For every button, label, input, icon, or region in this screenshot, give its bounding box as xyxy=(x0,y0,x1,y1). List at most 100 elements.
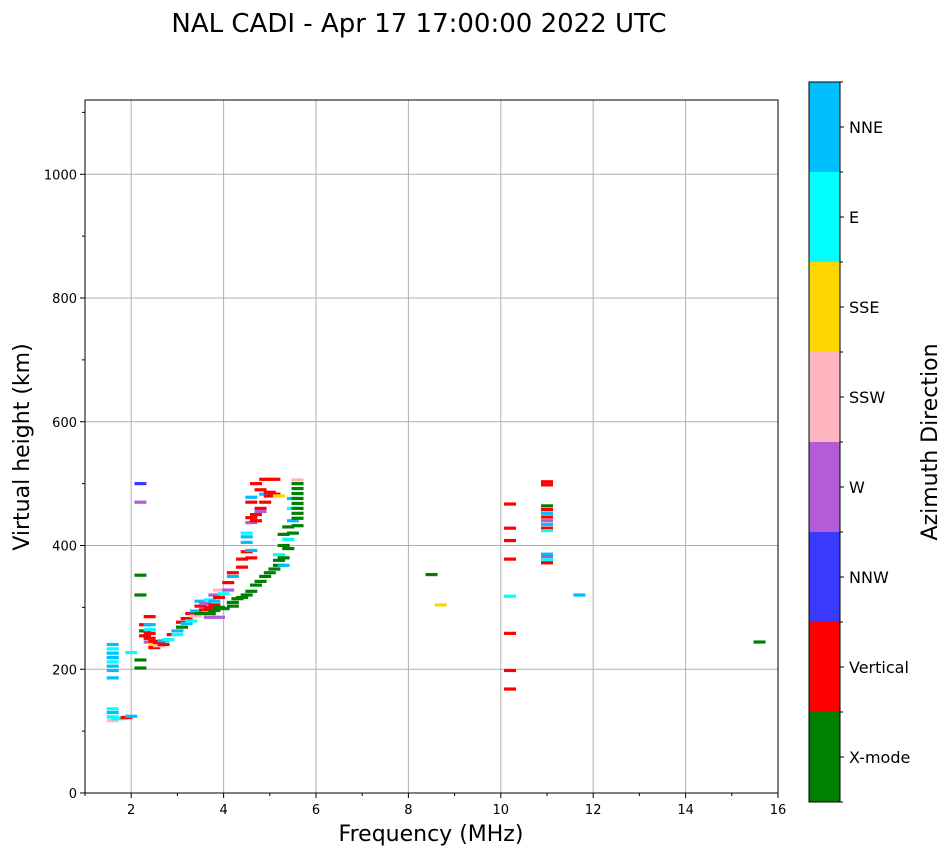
data-point xyxy=(282,537,295,541)
data-point xyxy=(203,605,216,609)
data-point xyxy=(245,548,258,553)
data-point xyxy=(540,519,554,523)
y-tick-label: 200 xyxy=(52,663,77,678)
colorbar-tick-label: SSW xyxy=(849,388,885,407)
colorbar-tick-label: E xyxy=(849,208,859,227)
data-point xyxy=(240,535,253,539)
y-tick-label: 400 xyxy=(52,540,77,555)
data-point xyxy=(254,488,267,492)
colorbar-tick-label: X-mode xyxy=(849,748,910,767)
data-point xyxy=(203,615,216,619)
data-point xyxy=(277,556,290,560)
data-point xyxy=(143,631,156,635)
x-tick-label: 10 xyxy=(493,803,510,818)
data-point xyxy=(171,633,184,637)
colorbar-tick-label: W xyxy=(849,478,865,497)
data-point xyxy=(504,557,517,561)
data-point xyxy=(106,715,119,719)
data-point xyxy=(208,603,221,607)
data-point xyxy=(259,477,272,481)
data-point xyxy=(249,519,262,523)
data-point xyxy=(540,558,554,562)
data-point xyxy=(540,552,554,556)
data-point xyxy=(540,483,554,487)
x-tick-label: 16 xyxy=(770,803,787,818)
colorbar-segment xyxy=(809,82,840,172)
data-point xyxy=(540,555,554,559)
y-tick-label: 0 xyxy=(69,787,77,802)
data-point xyxy=(208,599,221,603)
data-point xyxy=(222,588,235,592)
data-point xyxy=(236,557,249,561)
x-tick-label: 12 xyxy=(585,803,602,818)
data-point xyxy=(217,607,230,611)
colorbar-segment xyxy=(809,352,840,442)
data-point xyxy=(434,603,447,607)
data-point xyxy=(236,565,249,569)
data-point xyxy=(291,496,304,501)
data-point xyxy=(199,602,212,606)
colorbar-segment xyxy=(809,172,840,262)
data-point xyxy=(226,600,239,605)
data-point xyxy=(425,572,438,577)
data-point xyxy=(540,561,554,565)
data-point xyxy=(259,492,272,496)
data-point xyxy=(240,540,253,545)
data-point xyxy=(245,495,258,499)
data-point xyxy=(217,592,230,596)
data-point xyxy=(222,581,235,585)
data-point xyxy=(273,494,286,498)
data-point xyxy=(134,573,147,577)
data-point xyxy=(125,650,138,655)
data-point xyxy=(189,609,202,613)
data-point xyxy=(245,500,258,504)
data-point xyxy=(268,477,281,481)
data-point xyxy=(212,588,225,592)
colorbar-tick-label: Vertical xyxy=(849,658,909,677)
data-point xyxy=(249,512,262,517)
data-point xyxy=(286,519,299,523)
data-point xyxy=(277,563,290,567)
data-point xyxy=(291,482,304,486)
data-point xyxy=(134,666,147,670)
data-point xyxy=(162,637,175,642)
data-point xyxy=(240,593,253,597)
data-point xyxy=(134,593,147,597)
data-point xyxy=(245,521,258,525)
data-point xyxy=(171,629,184,633)
data-point xyxy=(291,491,304,496)
data-point xyxy=(291,506,304,510)
data-point xyxy=(208,608,221,613)
colorbar-frame xyxy=(808,81,841,803)
data-point xyxy=(291,478,304,482)
data-point xyxy=(291,511,304,515)
data-point xyxy=(504,687,517,691)
data-point xyxy=(259,500,272,504)
data-point xyxy=(180,621,193,626)
data-point xyxy=(540,511,554,515)
data-point xyxy=(753,640,766,644)
data-point xyxy=(106,647,119,651)
data-point xyxy=(291,501,304,506)
data-point xyxy=(268,567,281,571)
colorbar-segment xyxy=(809,262,840,352)
x-tick-label: 8 xyxy=(404,803,412,818)
data-point xyxy=(194,604,207,608)
data-point xyxy=(236,595,249,600)
data-point xyxy=(185,619,198,623)
x-tick-label: 6 xyxy=(312,803,320,818)
colorbar-tick-label: NNW xyxy=(849,568,889,587)
data-point xyxy=(277,543,290,548)
data-point xyxy=(106,664,119,668)
data-point xyxy=(203,611,216,616)
data-point xyxy=(573,593,586,597)
data-point xyxy=(106,719,119,723)
data-point xyxy=(291,486,304,491)
data-point xyxy=(254,506,267,510)
data-point xyxy=(282,525,295,529)
y-tick-label: 600 xyxy=(52,416,77,431)
data-point xyxy=(273,558,286,562)
data-point xyxy=(134,482,147,486)
x-axis-label: Frequency (MHz) xyxy=(339,822,524,847)
